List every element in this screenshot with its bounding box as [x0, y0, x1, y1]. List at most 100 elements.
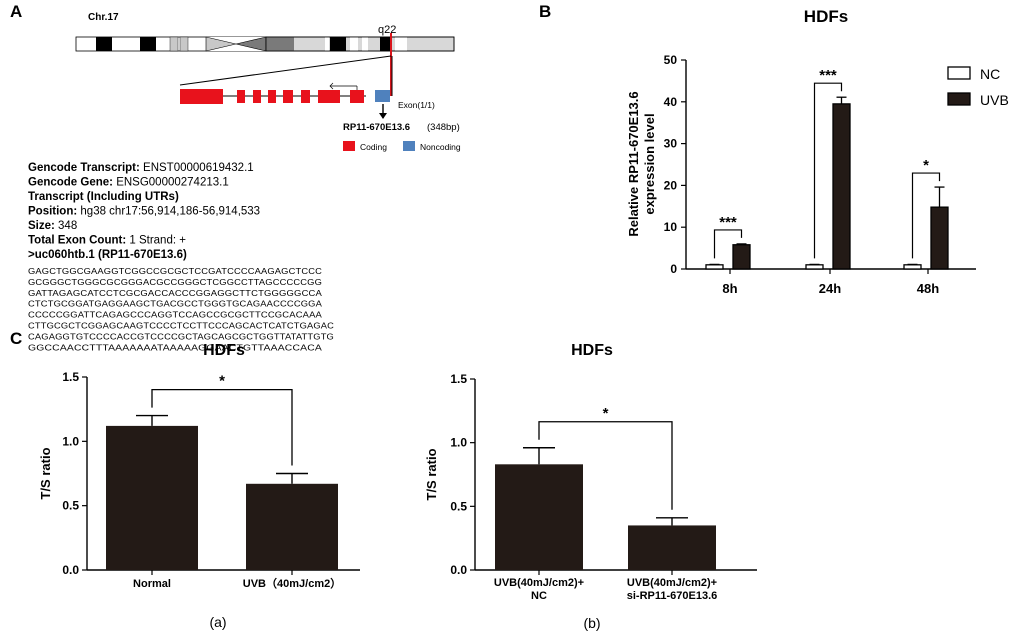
coding-legend-label: Coding: [360, 142, 387, 152]
chart-ca-xtick-label: UVB（40mJ/cm2）: [243, 577, 341, 590]
chart-b-legend-swatch-nc: [947, 66, 971, 80]
gene-info-label: >uc060htb.1 (RP11-670E13.6): [28, 249, 187, 261]
gene-info-value: ENSG00000274213.1: [113, 177, 229, 189]
gene-info-label: Gencode Gene:: [28, 177, 113, 189]
chart-b-bar-uvb: [832, 103, 851, 270]
chart-cb-ytick-label: 1.5: [450, 372, 467, 386]
gene-name: RP11-670E13.6: [343, 122, 410, 133]
band-label: q22: [378, 24, 396, 36]
coding-legend-swatch: [343, 141, 355, 151]
chart-b-bar-uvb: [930, 206, 949, 270]
chromosome-label: Chr.17: [88, 12, 119, 23]
chart-b-legend-label: NC: [980, 66, 1000, 82]
chart-b: HDFs Relative RP11-670E13.6 expression lev…: [626, 7, 1009, 296]
chart-ca-bar: [106, 425, 198, 570]
sequence-line: CAGAGGTGTCCCCACCGTCCCCGCTAGCAGCGCTGGTTAT…: [28, 331, 334, 341]
gene-structure: [180, 82, 390, 119]
chart-b-bar-nc: [805, 264, 824, 270]
chart-b-ytick-label: 50: [664, 53, 678, 67]
noncoding-legend-swatch: [403, 141, 415, 151]
chart-ca-ytick-label: 0.0: [62, 563, 79, 577]
chart-b-sig-label: *: [923, 157, 929, 174]
gene-info-label: Total Exon Count:: [28, 235, 126, 247]
sequence-block: GAGCTGGCGAAGGTCGGCCGCGCTCCGATCCCCAAGAGCT…: [28, 266, 334, 352]
chart-ca-ytick-label: 0.5: [62, 499, 79, 513]
chart-ca-bar: [246, 483, 338, 570]
panel-label-b: B: [539, 2, 551, 21]
chart-cb-sig-label: *: [603, 405, 609, 422]
gene-info-line: Size: 348: [28, 220, 77, 232]
sequence-line: CCCCCGGATTCAGAGCCCAGGTCCAGCCGCGCTTCCGCAC…: [28, 310, 322, 320]
chart-b-xtick-label: 8h: [722, 281, 737, 296]
sequence-line: GGCCAACCTTTAAAAAAATAAAAAGGAACTGTTAAACCAC…: [28, 342, 322, 352]
chart-b-sig-bracket: [911, 172, 941, 259]
chart-cb-ytick-label: 0.5: [450, 499, 467, 513]
chart-b-sig-bracket: [813, 82, 843, 259]
gene-info-line: Gencode Transcript: ENST00000619432.1: [28, 162, 254, 174]
panel-label-a: A: [10, 2, 22, 21]
sequence-line: CTCTGCGGATGAGGAAGCTGACGCCTGGGTGCAGAACCCC…: [28, 299, 322, 309]
chart-cb-bar: [495, 464, 583, 570]
chart-cb-xtick-label: UVB(40mJ/cm2)+: [627, 577, 717, 589]
chart-b-title: HDFs: [804, 7, 848, 26]
gene-info-value: hg38 chr17:56,914,186-56,914,533: [77, 206, 260, 218]
chart-ca-sublabel: (a): [209, 614, 226, 630]
sequence-line: GATTAGAGCATCCTCGCGACCACCCGGAGGCTTCTGGGGG…: [28, 288, 322, 298]
chart-b-xtick-label: 48h: [917, 281, 939, 296]
gene-info-value: 348: [55, 220, 77, 232]
chart-ca-title: HDFs: [203, 342, 245, 359]
gene-info-line: Position: hg38 chr17:56,914,186-56,914,5…: [28, 206, 260, 218]
gene-info-label: Transcript (Including UTRs): [28, 191, 179, 203]
chart-cb-sig-bracket: [538, 421, 673, 510]
chart-b-ylabel: Relative RP11-670E13.6: [626, 91, 641, 236]
chart-cb-title: HDFs: [571, 342, 613, 359]
gene-info-label: Position:: [28, 206, 77, 218]
chart-b-ytick-label: 0: [670, 262, 677, 276]
chart-ca-ylabel: T/S ratio: [38, 447, 53, 499]
chart-b-bar-nc: [903, 264, 922, 270]
chart-b-legend-label: UVB: [980, 92, 1009, 108]
gene-info-line: Gencode Gene: ENSG00000274213.1: [28, 177, 229, 189]
chart-b-legend-swatch-uvb: [947, 92, 971, 106]
gene-info-label: Gencode Transcript:: [28, 162, 140, 174]
chart-c-a: HDFs T/S ratio 0.0 0.5 1.0 1.5 Normal UVB（40mJ/…: [38, 342, 360, 630]
chart-b-bar-uvb: [732, 244, 751, 270]
chart-b-ytick-label: 30: [664, 137, 678, 151]
chart-ca-sig-label: *: [219, 373, 225, 390]
gene-info-value: ENST00000619432.1: [140, 162, 254, 174]
chart-b-xtick-label: 24h: [819, 281, 841, 296]
chart-cb-ytick-label: 0.0: [450, 563, 467, 577]
gene-info-line: >uc060htb.1 (RP11-670E13.6): [28, 249, 187, 261]
chart-cb-sublabel: (b): [583, 615, 600, 631]
chart-ca-sig-bracket: [151, 388, 293, 466]
chart-b-bar-nc: [705, 264, 724, 270]
gene-info-value: 1 Strand: +: [126, 235, 186, 247]
chart-b-ylabel-2: expression level: [642, 113, 657, 214]
sequence-line: GAGCTGGCGAAGGTCGGCCGCGCTCCGATCCCCAAGAGCT…: [28, 266, 322, 276]
gene-info-label: Size:: [28, 220, 55, 232]
gene-info-line: Transcript (Including UTRs): [28, 191, 179, 203]
exon-label: Exon(1/1): [398, 100, 435, 110]
chromosome-ideogram: [75, 33, 455, 96]
chart-b-ytick-label: 20: [664, 178, 678, 192]
chart-b-sig-bracket: [713, 229, 743, 259]
chart-cb-bar: [628, 525, 716, 570]
chart-b-sig-label: ***: [719, 214, 737, 231]
sequence-line: GCGGGCTGGGCGCGGGACGCCGGGCTCGGCCTTAGCCCCC…: [28, 277, 322, 287]
gene-info-line: Total Exon Count: 1 Strand: +: [28, 235, 186, 247]
chart-cb-ylabel: T/S ratio: [424, 448, 439, 500]
chart-cb-xtick-label: UVB(40mJ/cm2)+: [494, 577, 584, 589]
chart-b-ytick-label: 40: [664, 95, 678, 109]
chart-b-sig-label: ***: [819, 67, 837, 84]
gene-length: (348bp): [427, 122, 460, 133]
chart-ca-ytick-label: 1.0: [62, 434, 79, 448]
chart-cb-xtick-label: NC: [531, 590, 547, 602]
chart-ca-ytick-label: 1.5: [62, 370, 79, 384]
chart-cb-ytick-label: 1.0: [450, 436, 467, 450]
chart-cb-xtick-label: si-RP11-670E13.6: [627, 590, 718, 602]
chart-b-ytick-label: 10: [664, 220, 678, 234]
gene-info-block: Gencode Transcript: ENST00000619432.1Gen…: [28, 162, 260, 261]
sequence-line: CTTGCGCTCGGAGCAAGTCCCCTCCTTCCCAGCACTCATC…: [28, 321, 334, 331]
